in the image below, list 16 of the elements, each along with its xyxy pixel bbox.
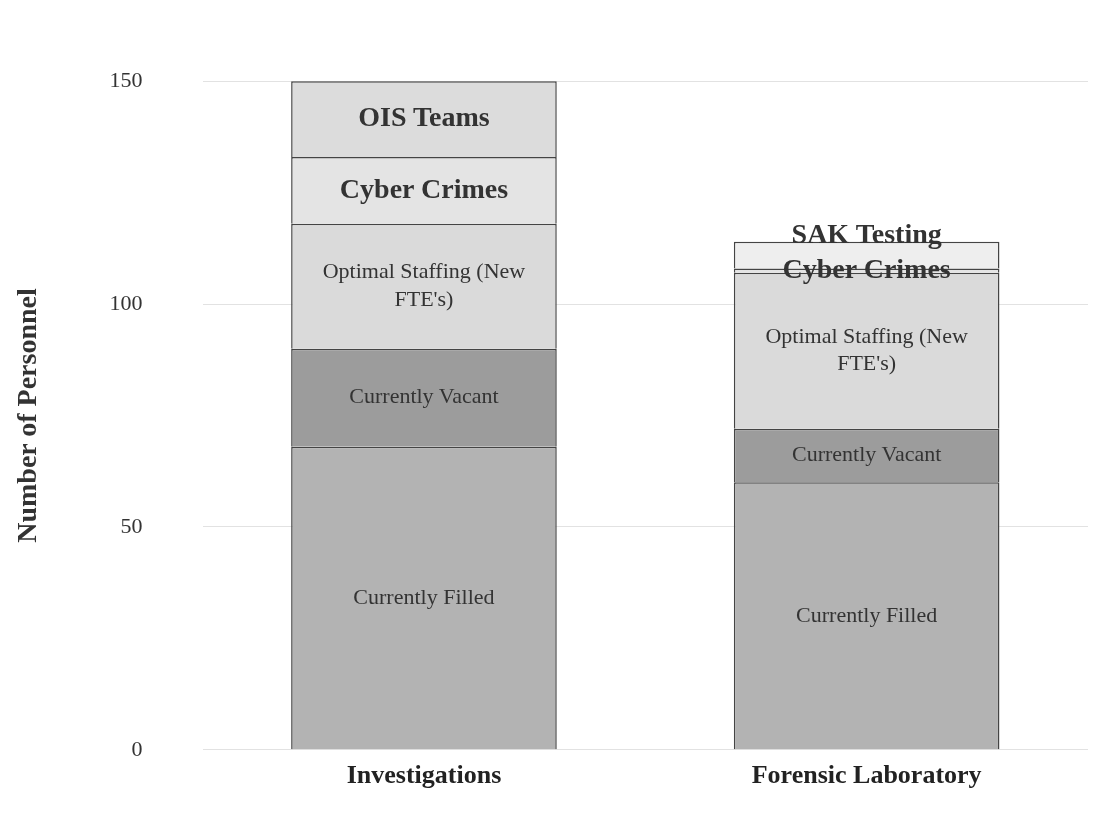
y-tick-label: 50	[120, 512, 143, 538]
series-label: Currently Filled	[353, 583, 495, 609]
series-label: OIS Teams	[358, 101, 490, 133]
y-tick-label: 0	[131, 735, 143, 761]
series-label: Optimal Staffing (New FTE's)	[765, 322, 968, 376]
text: Cyber Crimes	[339, 172, 509, 204]
x-tick-label: Forensic Laboratory	[751, 760, 982, 790]
text: Currently Vacant	[349, 383, 499, 409]
x-tick-label: Investigations	[346, 760, 502, 790]
series-label: Currently Vacant	[792, 441, 942, 467]
text: Optimal Staffing (New FTE's)	[322, 258, 526, 311]
y-tick-label: 150	[109, 66, 143, 92]
series-label: SAK Testing	[791, 217, 942, 249]
y-tick-label: 100	[109, 289, 143, 315]
y-axis-title: Number of Personnel	[11, 288, 43, 543]
text: Currently Filled	[796, 601, 938, 627]
